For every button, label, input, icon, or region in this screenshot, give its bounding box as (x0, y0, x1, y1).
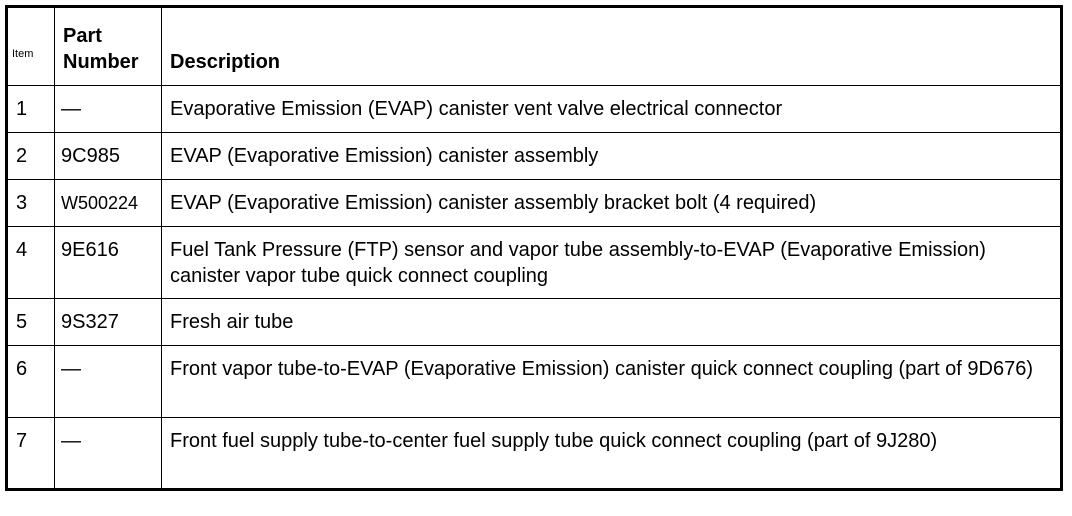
table-row: 5 9S327 Fresh air tube (6, 298, 1062, 346)
item-cell: 5 (6, 298, 55, 346)
table-row: 6 — Front vapor tube-to-EVAP (Evaporativ… (6, 345, 1062, 418)
part-number-cell: — (54, 345, 162, 418)
description-cell: Fresh air tube (161, 298, 1062, 346)
part-number-cell: W500224 (54, 179, 162, 227)
description-cell: Front vapor tube-to-EVAP (Evaporative Em… (161, 345, 1062, 418)
table-row: 7 — Front fuel supply tube-to-center fue… (6, 417, 1062, 490)
description-cell: EVAP (Evaporative Emission) canister ass… (161, 132, 1062, 180)
description-cell: Evaporative Emission (EVAP) canister ven… (161, 85, 1062, 133)
table-row: 3 W500224 EVAP (Evaporative Emission) ca… (6, 179, 1062, 227)
header-part-number: Part Number (54, 6, 162, 86)
description-cell: Fuel Tank Pressure (FTP) sensor and vapo… (161, 226, 1062, 299)
part-number-cell: — (54, 85, 162, 133)
table-row: 2 9C985 EVAP (Evaporative Emission) cani… (6, 132, 1062, 180)
part-number-cell: 9E616 (54, 226, 162, 299)
part-number-cell: — (54, 417, 162, 490)
item-cell: 3 (6, 179, 55, 227)
description-cell: EVAP (Evaporative Emission) canister ass… (161, 179, 1062, 227)
header-item: Item (6, 6, 55, 86)
description-cell: Front fuel supply tube-to-center fuel su… (161, 417, 1062, 490)
table-row: 1 — Evaporative Emission (EVAP) canister… (6, 85, 1062, 133)
item-cell: 1 (6, 85, 55, 133)
item-cell: 6 (6, 345, 55, 418)
header-description: Description (161, 6, 1062, 86)
header-part-line2: Number (63, 51, 139, 73)
item-cell: 2 (6, 132, 55, 180)
item-cell: 4 (6, 226, 55, 299)
part-number-cell: 9C985 (54, 132, 162, 180)
header-part-line1: Part (63, 25, 102, 47)
table-header-row: Item Part Number Description (6, 6, 1062, 86)
part-number-cell: 9S327 (54, 298, 162, 346)
table-row: 4 9E616 Fuel Tank Pressure (FTP) sensor … (6, 226, 1062, 299)
parts-table: Item Part Number Description 1 — Evaporat… (5, 5, 1063, 491)
item-cell: 7 (6, 417, 55, 490)
